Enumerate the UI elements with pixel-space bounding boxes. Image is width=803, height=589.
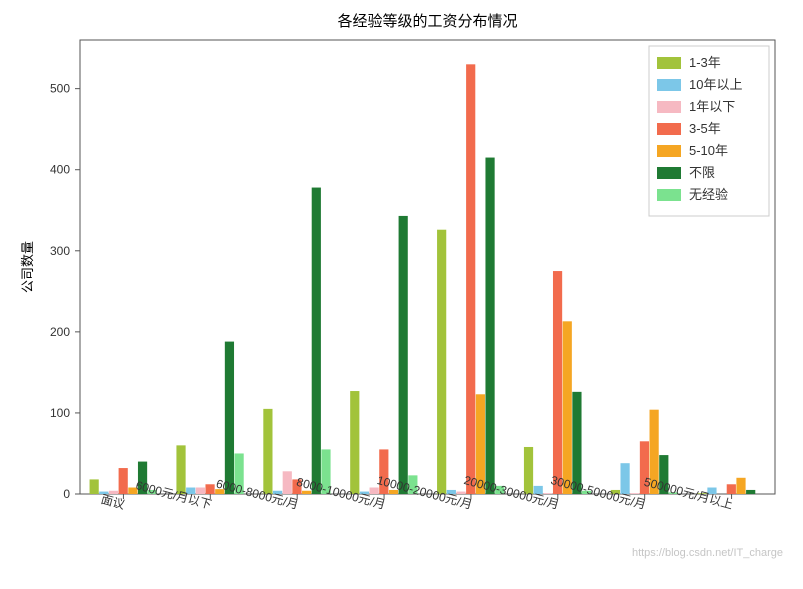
legend-label: 10年以上 [689, 77, 742, 92]
y-tick-label: 400 [50, 163, 70, 177]
watermark-text: https://blog.csdn.net/IT_charge [632, 547, 783, 559]
legend-swatch [657, 79, 681, 91]
bar [205, 484, 214, 494]
legend-label: 1年以下 [689, 99, 735, 114]
bar [736, 478, 745, 494]
bar [312, 188, 321, 494]
salary-distribution-chart: 0100200300400500公司数量各经验等级的工资分布情况面议6000元/… [0, 0, 803, 589]
bar [563, 321, 572, 494]
bar [263, 409, 272, 494]
y-tick-label: 500 [50, 82, 70, 96]
bar [176, 445, 185, 494]
legend-label: 无经验 [689, 187, 728, 202]
legend-swatch [657, 123, 681, 135]
legend-swatch [657, 101, 681, 113]
y-tick-label: 200 [50, 325, 70, 339]
bar [119, 468, 128, 494]
bar [399, 216, 408, 494]
legend-label: 3-5年 [689, 121, 721, 136]
bar [727, 484, 736, 494]
bar [196, 488, 205, 494]
legend-swatch [657, 189, 681, 201]
legend-label: 不限 [689, 165, 715, 180]
chart-title: 各经验等级的工资分布情况 [337, 12, 517, 30]
y-tick-label: 0 [63, 487, 70, 501]
y-tick-label: 300 [50, 244, 70, 258]
bar [225, 342, 234, 494]
y-tick-label: 100 [50, 406, 70, 420]
legend-swatch [657, 145, 681, 157]
bar [524, 447, 533, 494]
bar [553, 271, 562, 494]
bar [620, 463, 629, 494]
y-axis-label: 公司数量 [20, 241, 35, 293]
bar [437, 230, 446, 494]
legend-swatch [657, 167, 681, 179]
legend-swatch [657, 57, 681, 69]
bar [90, 479, 99, 494]
bar [746, 490, 755, 494]
bar [485, 158, 494, 494]
bar [283, 471, 292, 494]
x-tick-label: 面议 [99, 492, 126, 512]
bar [466, 64, 475, 494]
bar [370, 488, 379, 494]
legend-label: 5-10年 [689, 143, 728, 158]
bar [350, 391, 359, 494]
legend-label: 1-3年 [689, 55, 721, 70]
